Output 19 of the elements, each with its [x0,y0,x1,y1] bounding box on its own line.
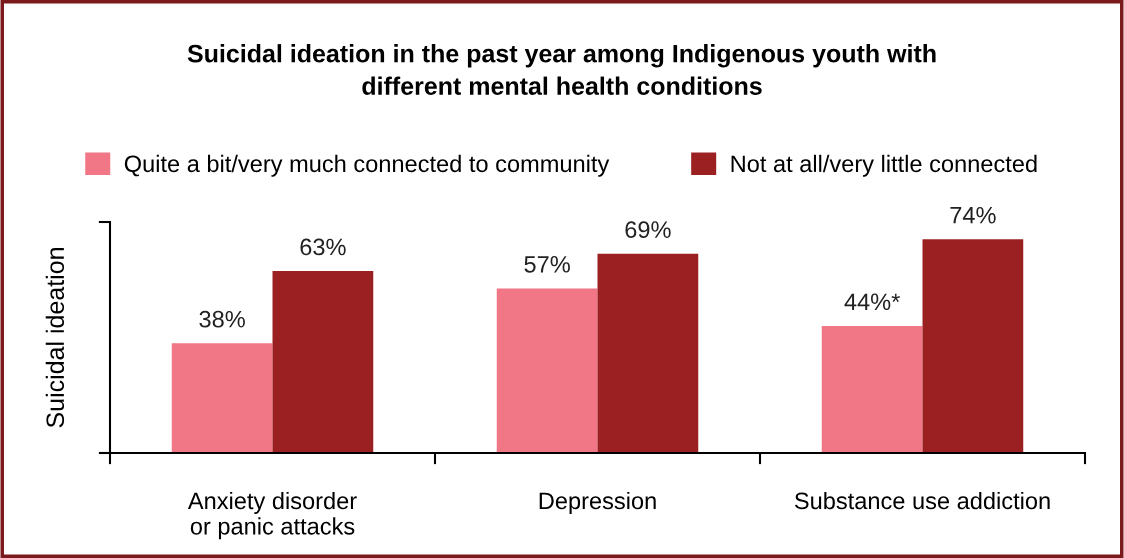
legend-label: Quite a bit/very much connected to community [124,154,610,177]
bar [922,239,1024,453]
chart-title: Suicidal ideation in the past year among Indigenous youth with different mental health conditions [187,44,936,95]
bar [821,325,923,453]
bar [272,271,374,453]
x-tick-label: Anxiety disorder or panic attacks [187,491,357,540]
data-label: 69% [625,221,671,238]
data-label: 57% [524,256,570,273]
data-label: 63% [300,238,346,256]
data-label: 74% [950,206,996,224]
bar [597,253,699,453]
y-axis-title: Suicidal ideation [45,248,65,428]
data-label: 38% [199,310,245,328]
bar [496,288,598,453]
legend-label: Not at all/very little connected [731,154,1037,177]
data-label: 44%* [844,293,900,311]
x-tick-label: Substance use addiction [794,491,1050,510]
bar [171,343,273,453]
x-tick-label: Depression [539,491,656,514]
